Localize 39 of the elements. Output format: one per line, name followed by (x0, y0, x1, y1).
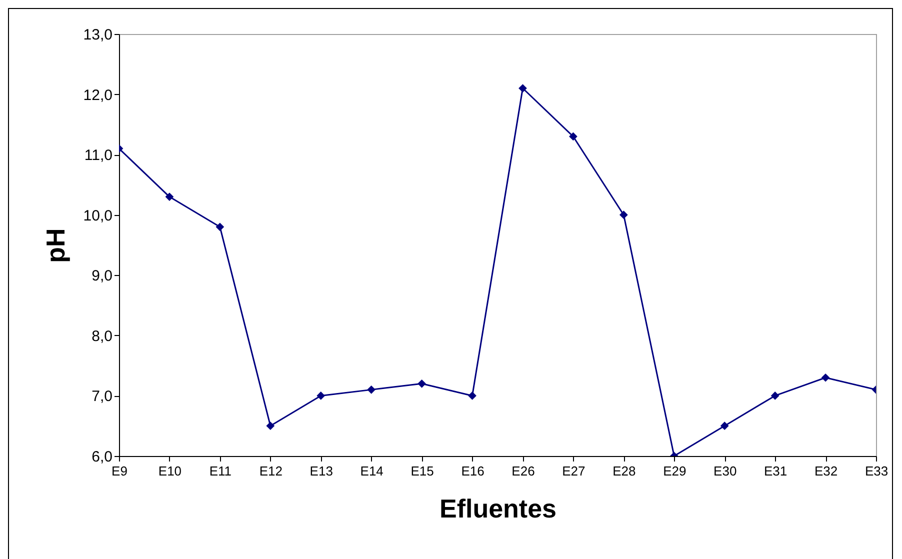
x-tick-label: E29 (663, 464, 686, 478)
x-tick-label: E12 (259, 464, 282, 478)
y-axis-title: pH (40, 228, 70, 263)
point (518, 84, 527, 92)
point (216, 222, 224, 232)
x-tick-label: E33 (864, 464, 888, 478)
y-tick-label: 12,0 (83, 86, 112, 104)
x-tick-label: E14 (360, 464, 384, 478)
x-tick-label: E15 (410, 464, 434, 478)
point (619, 210, 628, 220)
x-axis-title: Efluentes (439, 494, 557, 524)
point (418, 379, 426, 388)
x-tick-label: E16 (461, 464, 484, 478)
point (165, 192, 174, 201)
y-tick-label: 6,0 (92, 448, 112, 466)
point (316, 392, 326, 400)
y-tick-label: 7,0 (92, 388, 112, 406)
x-tick-label: E27 (562, 464, 586, 478)
y-tick-label: 9,0 (92, 268, 112, 285)
point (468, 392, 476, 400)
x-tick-label: E10 (158, 464, 182, 478)
y-tick-label: 13,0 (83, 26, 112, 44)
point (720, 422, 729, 430)
x-tick-label: E13 (310, 464, 333, 478)
y-tick-label: 8,0 (92, 328, 112, 345)
point (821, 373, 830, 382)
y-tick-label: 11,0 (84, 147, 112, 164)
x-tick-label: E9 (112, 464, 128, 478)
x-tick-label: E31 (764, 464, 788, 478)
x-tick-label: E26 (512, 464, 535, 478)
point (770, 392, 780, 400)
point (569, 132, 578, 141)
x-tick-label: E11 (209, 464, 232, 478)
y-tick-label: 10,0 (83, 207, 112, 224)
point (266, 422, 275, 430)
point (367, 386, 376, 394)
x-tick-label: E32 (814, 464, 838, 478)
x-tick-label: E28 (612, 464, 636, 478)
x-tick-label: E30 (714, 464, 737, 478)
